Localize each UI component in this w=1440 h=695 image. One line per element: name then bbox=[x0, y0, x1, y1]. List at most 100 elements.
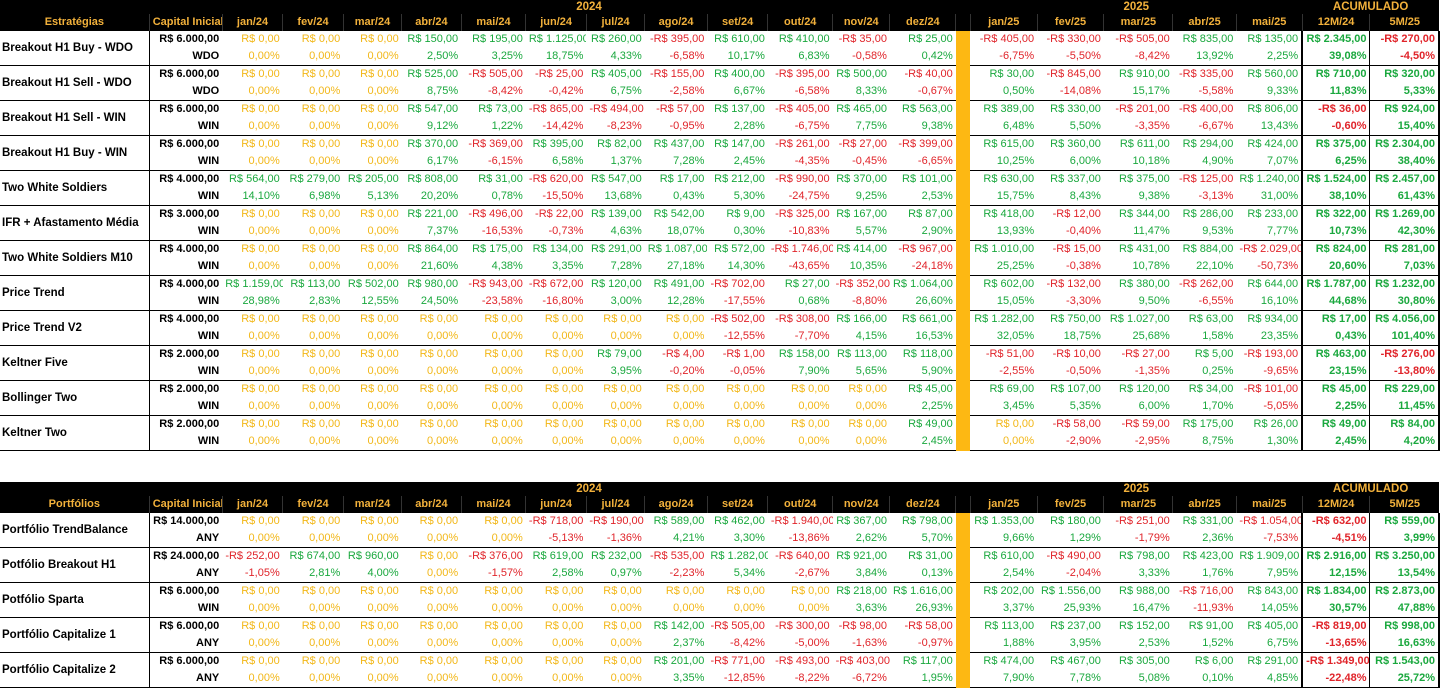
month-percent: 8,75% bbox=[401, 83, 462, 101]
month-value: R$ 1.909,00 bbox=[1239, 550, 1300, 562]
month-percent: -8,42% bbox=[1103, 48, 1173, 66]
month-value: R$ 988,00 bbox=[1119, 585, 1170, 597]
month-percent: 1,37% bbox=[586, 153, 645, 171]
month-value: R$ 0,00 bbox=[241, 515, 280, 527]
month-value: R$ 0,00 bbox=[241, 620, 280, 632]
month-value: R$ 63,00 bbox=[1188, 313, 1234, 325]
asset-code: WIN bbox=[148, 153, 223, 171]
accum-5m-value: R$ 281,00 bbox=[1369, 240, 1440, 258]
accum-12m-percent: 20,60% bbox=[1301, 258, 1370, 276]
table-row-percents: WIN 0,00% 0,00% 0,00% 9,12% 1,22% -14,42% -8,23… bbox=[0, 118, 1440, 136]
month-value: R$ 547,00 bbox=[407, 103, 459, 115]
month-header: jan/25 bbox=[969, 496, 1038, 513]
month-percent: 0,00% bbox=[343, 530, 402, 548]
month-percent: -2,67% bbox=[767, 565, 833, 583]
asset-code: ANY bbox=[148, 565, 223, 583]
accum-12m-percent: 10,73% bbox=[1301, 223, 1370, 241]
month-value: R$ 0,00 bbox=[241, 585, 280, 597]
month-value: R$ 0,00 bbox=[544, 585, 584, 597]
month-percent: 9,25% bbox=[832, 188, 890, 206]
initial-capital: R$ 6.000,00 bbox=[148, 100, 223, 118]
row-name: Two White Soldiers bbox=[0, 170, 150, 206]
table-row-percents: WDO 0,00% 0,00% 0,00% 2,50% 3,25% 18,75% 4,33% -… bbox=[0, 48, 1440, 66]
accum-5m-value: R$ 1.232,00 bbox=[1369, 275, 1440, 293]
month-percent: -2,55% bbox=[970, 363, 1038, 381]
month-percent: 1,88% bbox=[970, 635, 1038, 653]
initial-capital: R$ 6.000,00 bbox=[148, 617, 223, 635]
month-header: jun/24 bbox=[525, 496, 587, 513]
month-percent: 0,00% bbox=[282, 328, 344, 346]
month-header: mai/24 bbox=[460, 14, 526, 31]
month-value: R$ 17,00 bbox=[659, 173, 705, 185]
month-percent: -0,58% bbox=[832, 48, 890, 66]
month-percent: 0,13% bbox=[889, 565, 956, 583]
month-percent: 0,00% bbox=[586, 433, 645, 451]
month-header-row: Estratégias Capital Inicial jan/24 fev/24 ma… bbox=[0, 14, 1439, 31]
month-percent: -2,95% bbox=[1103, 433, 1173, 451]
table-row-values: Bollinger Two R$ 2.000,00 R$ 0,00 R$ 0,00 R$… bbox=[0, 380, 1440, 416]
accum-12m-header: 12M/24 bbox=[1301, 496, 1370, 513]
month-percent: 18,75% bbox=[1037, 328, 1104, 346]
month-percent: 0,00% bbox=[222, 223, 283, 241]
month-percent: 0,00% bbox=[222, 83, 283, 101]
month-value: R$ 0,00 bbox=[301, 243, 341, 255]
table-row-percents: WIN 0,00% 0,00% 0,00% 0,00% 0,00% 0,00% 0,00% 0,… bbox=[0, 398, 1440, 416]
month-percent: 31,00% bbox=[1236, 188, 1303, 206]
accum-12m-value: R$ 463,00 bbox=[1301, 345, 1370, 363]
month-value: R$ 0,00 bbox=[544, 620, 584, 632]
month-percent: 0,00% bbox=[343, 223, 402, 241]
month-header: dez/24 bbox=[889, 14, 956, 31]
asset-code: WIN bbox=[148, 118, 223, 136]
month-value: R$ 491,00 bbox=[653, 278, 705, 290]
month-percent: 0,00% bbox=[767, 398, 833, 416]
month-value: -R$ 496,00 bbox=[468, 208, 523, 220]
month-percent: -6,55% bbox=[1172, 293, 1237, 311]
month-percent: 1,58% bbox=[1172, 328, 1237, 346]
table-row-percents: WIN 0,00% 0,00% 0,00% 0,00% 0,00% 0,00% 0,00% 0,… bbox=[0, 433, 1440, 451]
month-percent: -43,65% bbox=[767, 258, 833, 276]
month-percent: 10,25% bbox=[970, 153, 1038, 171]
accum-5m-value: R$ 924,00 bbox=[1369, 100, 1440, 118]
month-value: R$ 843,00 bbox=[1247, 585, 1299, 597]
month-value: R$ 0,00 bbox=[301, 103, 341, 115]
month-percent: 1,70% bbox=[1172, 398, 1237, 416]
accum-label: ACUMULADO bbox=[1302, 0, 1439, 14]
month-percent: 0,00% bbox=[644, 398, 708, 416]
month-value: R$ 462,00 bbox=[714, 515, 765, 527]
month-value: R$ 0,00 bbox=[419, 348, 459, 360]
month-percent: -6,75% bbox=[767, 118, 833, 136]
month-percent: 7,90% bbox=[767, 363, 833, 381]
month-value: R$ 0,00 bbox=[241, 383, 280, 395]
month-percent: 0,00% bbox=[343, 328, 402, 346]
month-value: R$ 884,00 bbox=[1182, 243, 1234, 255]
month-percent: 0,00% bbox=[461, 635, 526, 653]
month-value: R$ 1.159,00 bbox=[225, 278, 283, 290]
month-percent: -2,58% bbox=[644, 83, 708, 101]
month-percent: -5,58% bbox=[1172, 83, 1237, 101]
month-percent: 6,00% bbox=[1037, 153, 1104, 171]
month-value: -R$ 4,00 bbox=[662, 348, 705, 360]
month-percent: 18,07% bbox=[644, 223, 708, 241]
year-separator bbox=[955, 135, 971, 171]
month-percent: 0,00% bbox=[282, 223, 344, 241]
month-value: R$ 560,00 bbox=[1247, 68, 1299, 80]
month-percent: 9,38% bbox=[1103, 188, 1173, 206]
month-header: jan/24 bbox=[221, 496, 283, 513]
month-value: R$ 195,00 bbox=[472, 33, 523, 45]
month-value: R$ 0,00 bbox=[484, 585, 523, 597]
year-separator bbox=[955, 205, 971, 241]
month-header: jun/24 bbox=[525, 14, 587, 31]
month-value: R$ 1.282,00 bbox=[710, 550, 768, 562]
month-value: R$ 0,00 bbox=[995, 418, 1035, 430]
month-percent: 25,68% bbox=[1103, 328, 1173, 346]
month-percent: 0,00% bbox=[644, 600, 708, 618]
month-value: -R$ 98,00 bbox=[838, 620, 887, 632]
accum-12m-value: R$ 1.787,00 bbox=[1301, 275, 1370, 293]
month-percent: 12,55% bbox=[343, 293, 402, 311]
asset-code: ANY bbox=[148, 530, 223, 548]
month-value: R$ 286,00 bbox=[1182, 208, 1234, 220]
month-value: R$ 0,00 bbox=[301, 585, 341, 597]
row-name: Portfólio Capitalize 2 bbox=[0, 652, 150, 688]
month-value: R$ 0,00 bbox=[360, 383, 399, 395]
month-percent: -1,63% bbox=[832, 635, 890, 653]
